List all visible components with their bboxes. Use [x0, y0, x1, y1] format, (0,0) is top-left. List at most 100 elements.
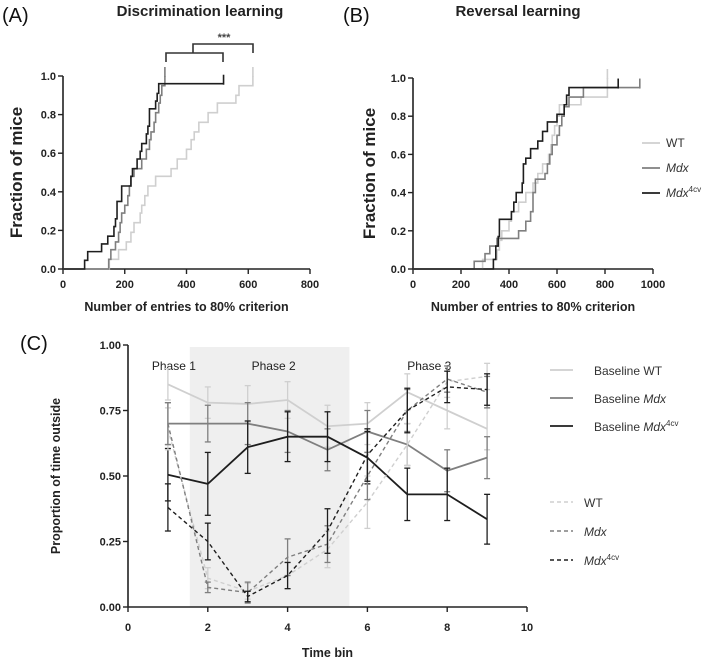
- y-tick-label: 1.00: [100, 340, 121, 352]
- x-tick-label: 6: [364, 622, 370, 634]
- error-bar-baseline-mdx4cv: [484, 493, 491, 545]
- panel-label: (C): [20, 333, 48, 355]
- legend-item: Baseline Mdx4cv: [594, 419, 679, 434]
- x-axis-label: Time bin: [302, 646, 353, 660]
- error-bar-mdx4cv: [244, 590, 251, 603]
- panel-a-discrimination-learning: (A) Discrimination learning 0 200 400 600 800 0…: [2, 3, 319, 314]
- error-bar-mdx: [164, 401, 171, 446]
- error-bar-baseline-mdx4cv: [324, 411, 331, 463]
- error-bar-baseline-mdx4cv: [444, 467, 451, 522]
- legend-item: Baseline Mdx: [594, 392, 667, 406]
- y-tick-label: 0.8: [41, 110, 56, 122]
- chart-title: Discrimination learning: [117, 3, 284, 20]
- panel-b-reversal-learning: (B) Reversal learning 0 200 400 600 800 1000 0.0…: [343, 3, 701, 314]
- y-tick-label: 0.6: [41, 148, 56, 160]
- legend-item-italic: Mdx: [666, 186, 690, 200]
- legend-item-text2: WT: [643, 364, 662, 378]
- legend-item: Mdx: [584, 525, 608, 539]
- survival-curve-mdx: [63, 76, 166, 270]
- legend-item-superscript: 4cv: [607, 553, 619, 562]
- error-bar-baseline-mdx4cv: [404, 467, 411, 522]
- survival-curve-wt: [63, 76, 254, 270]
- legend-item: WT: [584, 496, 603, 510]
- legend-item: Mdx4cv: [584, 553, 619, 568]
- error-bar-mdx4cv: [364, 428, 371, 482]
- y-tick-label: 0.2: [391, 226, 406, 238]
- error-bar-baseline-mdx: [204, 404, 211, 443]
- y-tick-label: 1.0: [391, 73, 406, 85]
- y-tick-label: 0.8: [391, 111, 406, 123]
- legend-item-italic: Mdx: [584, 525, 608, 539]
- significance-bracket-upper: [192, 43, 254, 53]
- error-bar-mdx4cv: [444, 370, 451, 404]
- error-bar-mdx: [204, 581, 211, 594]
- x-tick-label: 400: [177, 279, 195, 291]
- panel-label: (A): [2, 5, 29, 27]
- x-tick-label: 400: [500, 279, 518, 291]
- x-tick-label: 0: [60, 279, 66, 291]
- error-bar-mdx4cv: [284, 561, 291, 590]
- survival-curve-mdx: [413, 86, 640, 270]
- x-tick-label: 2: [205, 622, 211, 634]
- legend-item-superscript: 4cv: [666, 419, 678, 428]
- legend-item-text: Baseline: [594, 364, 643, 378]
- survival-curve-mdx4cv: [413, 86, 619, 270]
- x-tick-label: 600: [239, 279, 257, 291]
- error-bar-baseline-mdx4cv: [204, 451, 211, 516]
- x-tick-label: 0: [410, 279, 416, 291]
- x-tick-label: 8: [444, 622, 450, 634]
- error-bar-mdx4cv: [324, 508, 331, 554]
- y-tick-label: 0.50: [100, 471, 121, 483]
- phase-label: Phase 3: [407, 359, 451, 373]
- x-tick-label: 0: [125, 622, 131, 634]
- x-tick-label: 800: [596, 279, 614, 291]
- y-axis-label: Fraction of mice: [7, 107, 26, 238]
- y-tick-label: 0.2: [41, 225, 56, 237]
- significance-stars: ***: [218, 32, 232, 44]
- legend-item-text: WT: [584, 496, 603, 510]
- phase-label: Phase 2: [252, 359, 296, 373]
- x-tick-label: 1000: [641, 279, 665, 291]
- y-tick-label: 0.6: [391, 149, 406, 161]
- panel-c-time-outside: (C) 0 2 4 6 8 10 0.00 0.25 0.50 0.75 1.00 Time bin Pr…: [20, 333, 679, 660]
- legend-item-italic: Mdx: [666, 161, 690, 175]
- legend-item: Baseline WT: [594, 364, 663, 378]
- legend-item: WT: [666, 136, 685, 150]
- x-tick-label: 200: [452, 279, 470, 291]
- y-tick-label: 1.0: [41, 71, 56, 83]
- error-bar-mdx4cv: [484, 373, 491, 406]
- error-bar-baseline-mdx: [484, 436, 491, 480]
- error-bar-baseline-mdx4cv: [244, 420, 251, 475]
- y-tick-label: 0.25: [100, 537, 121, 549]
- x-axis-label: Number of entries to 80% criterion: [84, 300, 288, 314]
- legend-item-text: Baseline: [594, 392, 643, 406]
- legend-item-text: Baseline: [594, 420, 643, 434]
- phase-label: Phase 1: [152, 359, 196, 373]
- y-tick-label: 0.75: [100, 406, 121, 418]
- x-tick-label: 800: [301, 279, 319, 291]
- legend-item-superscript: 4cv: [689, 185, 701, 194]
- x-tick-label: 10: [521, 622, 533, 634]
- y-tick-label: 0.0: [391, 264, 406, 276]
- error-bar-mdx4cv: [164, 483, 171, 532]
- significance-bracket-lower: [165, 52, 224, 62]
- legend-item: Mdx: [666, 161, 690, 175]
- chart-title: Reversal learning: [455, 3, 580, 20]
- x-tick-label: 4: [285, 622, 292, 634]
- x-tick-label: 200: [116, 279, 134, 291]
- legend-item-italic: Mdx: [584, 554, 608, 568]
- y-tick-label: 0.4: [391, 188, 407, 200]
- error-bar-baseline-mdx4cv: [284, 411, 291, 463]
- legend-item: Mdx4cv: [666, 185, 701, 200]
- error-bar-baseline-wt: [164, 367, 171, 401]
- y-tick-label: 0.4: [41, 187, 57, 199]
- error-bar-mdx4cv: [404, 387, 411, 434]
- legend-item-italic: Mdx: [643, 392, 667, 406]
- survival-curve-mdx4cv: [63, 82, 224, 270]
- legend-item-italic: Mdx: [643, 420, 667, 434]
- y-tick-label: 0.0: [41, 264, 56, 276]
- y-tick-label: 0.00: [100, 602, 121, 614]
- x-tick-label: 600: [548, 279, 566, 291]
- panel-label: (B): [343, 5, 370, 27]
